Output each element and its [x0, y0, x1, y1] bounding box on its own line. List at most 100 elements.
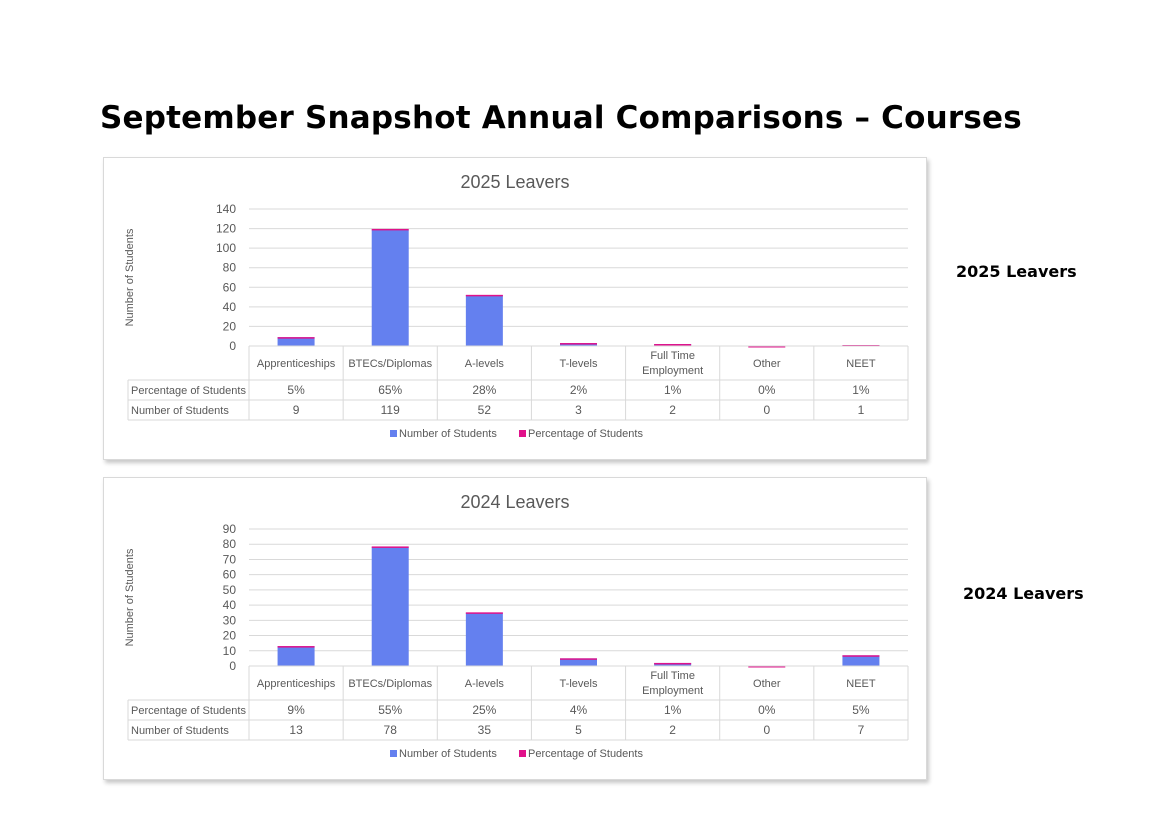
table-cell: 35 [478, 723, 492, 737]
x-category-label-t-levels: T-levels [560, 358, 598, 370]
x-category-label-a-levels: A-levels [465, 678, 505, 690]
table-cell: 52 [478, 403, 492, 417]
y-tick-label: 120 [216, 222, 236, 236]
bar-number-a-levels [465, 612, 503, 666]
bar-percentage-full-time-employment [654, 344, 692, 346]
x-category-label-btecs-diplomas: BTECs/Diplomas [348, 678, 432, 690]
table-cell: 0% [758, 703, 776, 717]
y-tick-label: 30 [223, 613, 237, 627]
bar-percentage-other [748, 666, 786, 668]
table-cell: 5% [852, 703, 870, 717]
y-axis-label: Number of Students [124, 548, 136, 646]
legend-label-percentage: Percentage of Students [528, 428, 643, 440]
table-cell: 0% [758, 383, 776, 397]
y-tick-label: 70 [223, 552, 237, 566]
x-category-label-neet: NEET [846, 358, 876, 370]
bar-number-full-time-employment [654, 662, 692, 666]
bar-percentage-t-levels [560, 343, 597, 345]
y-tick-label: 140 [216, 202, 236, 216]
bar-number-t-levels [560, 658, 597, 666]
x-category-label-apprenticeships: Apprenticeships [257, 358, 336, 370]
legend-swatch-number [390, 430, 397, 437]
y-tick-label: 60 [223, 280, 237, 294]
table-cell: 2 [669, 403, 676, 417]
table-cell: 5% [287, 383, 305, 397]
legend-label-number: Number of Students [399, 748, 497, 760]
x-category-label-other: Other [753, 678, 781, 690]
table-cell: 1% [852, 383, 870, 397]
x-category-label-neet: NEET [846, 678, 876, 690]
side-label-2025: 2025 Leavers [956, 262, 1077, 281]
bar-number-btecs-diplomas [371, 229, 409, 346]
chart-title: 2024 Leavers [460, 492, 569, 512]
table-cell: 65% [378, 383, 402, 397]
x-category-label-btecs-diplomas: BTECs/Diplomas [348, 358, 432, 370]
legend-swatch-percentage [519, 750, 526, 757]
bar-number-neet [842, 655, 880, 666]
bar-percentage-btecs-diplomas [371, 546, 409, 548]
y-tick-label: 100 [216, 241, 236, 255]
table-cell: 55% [378, 703, 402, 717]
table-cell: 2 [669, 723, 676, 737]
table-cell: 78 [384, 723, 398, 737]
chart-title: 2025 Leavers [460, 172, 569, 192]
page-title: September Snapshot Annual Comparisons – … [100, 100, 1022, 136]
table-row-label: Number of Students [131, 405, 229, 417]
bar-percentage-t-levels [560, 658, 597, 660]
x-category-label-other: Other [753, 358, 781, 370]
table-cell: 4% [570, 703, 588, 717]
y-tick-label: 50 [223, 583, 237, 597]
chart-2024-leavers: 2024 Leavers Number of Students 0 10 20 30 40 5… [103, 477, 927, 780]
y-tick-label: 80 [223, 261, 237, 275]
y-tick-label: 60 [223, 568, 237, 582]
table-cell: 13 [289, 723, 303, 737]
bar-percentage-btecs-diplomas [371, 228, 409, 231]
table-cell: 0 [763, 403, 770, 417]
y-tick-label: 20 [223, 319, 237, 333]
chart-2025-leavers: 2025 Leavers Number of Students 0 20 40 60 80 1… [103, 157, 927, 460]
table-cell: 1 [858, 403, 865, 417]
bar-percentage-full-time-employment [654, 662, 692, 665]
y-tick-label: 10 [223, 644, 237, 658]
table-cell: 2% [570, 383, 588, 397]
bar-percentage-apprenticeships [277, 646, 315, 648]
bar-number-a-levels [465, 295, 503, 346]
bar-percentage-a-levels [465, 612, 503, 614]
y-tick-label: 0 [229, 339, 236, 353]
bar-percentage-apprenticeships [277, 337, 315, 339]
table-cell: 119 [381, 403, 400, 417]
table-cell: 5 [575, 723, 582, 737]
table-row-label: Number of Students [131, 725, 229, 737]
y-tick-label: 0 [229, 659, 236, 673]
bar-number-apprenticeships [277, 646, 315, 666]
legend-swatch-number [390, 750, 397, 757]
x-category-label-a-levels: A-levels [465, 358, 505, 370]
bar-percentage-other [748, 346, 786, 348]
y-axis-label: Number of Students [124, 228, 136, 326]
table-cell: 1% [664, 703, 682, 717]
bar-percentage-neet [842, 655, 880, 657]
y-tick-label: 40 [223, 598, 237, 612]
table-cell: 25% [472, 703, 496, 717]
table-cell: 9% [287, 703, 305, 717]
y-tick-label: 80 [223, 537, 237, 551]
y-tick-label: 90 [223, 522, 237, 536]
x-category-label-apprenticeships: Apprenticeships [257, 678, 336, 690]
legend-label-number: Number of Students [399, 428, 497, 440]
bar-number-apprenticeships [277, 337, 315, 346]
y-tick-label: 40 [223, 300, 237, 314]
x-category-label-t-levels: T-levels [560, 678, 598, 690]
side-label-2024: 2024 Leavers [963, 584, 1084, 603]
table-cell: 0 [763, 723, 770, 737]
bar-number-btecs-diplomas [371, 547, 409, 666]
table-row-label: Percentage of Students [131, 385, 246, 397]
table-cell: 1% [664, 383, 682, 397]
table-row-label: Percentage of Students [131, 705, 246, 717]
legend-swatch-percentage [519, 430, 526, 437]
y-tick-label: 20 [223, 629, 237, 643]
table-cell: 9 [293, 403, 300, 417]
table-cell: 28% [472, 383, 496, 397]
legend-label-percentage: Percentage of Students [528, 748, 643, 760]
